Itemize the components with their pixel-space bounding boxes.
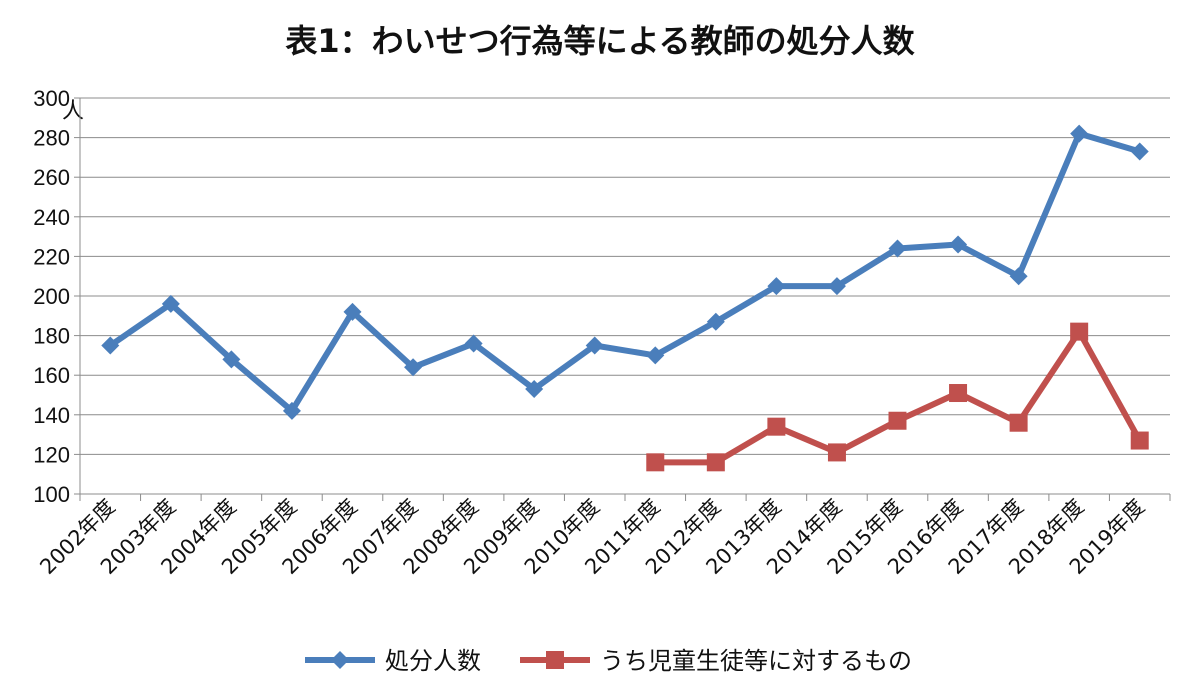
series-1-point bbox=[888, 239, 907, 258]
gridlines bbox=[80, 97, 1170, 455]
series-1-point bbox=[1070, 124, 1089, 143]
series-1-point bbox=[1130, 142, 1149, 161]
y-tick-label: 100 bbox=[33, 482, 70, 507]
y-tick-labels: 100 120 140 160 180 200 220 240 260 280 300 bbox=[33, 86, 70, 507]
legend-label-1: 処分人数 bbox=[385, 647, 481, 675]
series-1-point bbox=[282, 401, 301, 420]
y-tick-label: 140 bbox=[33, 403, 70, 428]
series-1-point bbox=[767, 277, 786, 296]
series-2-point bbox=[1009, 413, 1028, 432]
series-1-point bbox=[706, 312, 725, 331]
series-2-point bbox=[706, 453, 725, 472]
x-tick-labels: 2002年度2003年度2004年度2005年度2006年度2007年度2008… bbox=[35, 495, 1149, 579]
y-tick-label: 300 bbox=[33, 86, 70, 111]
y-tick-label: 260 bbox=[33, 165, 70, 190]
series-line-1 bbox=[108, 130, 1141, 414]
series-1-point bbox=[646, 346, 665, 365]
legend-marker-square bbox=[546, 651, 564, 669]
y-axis-unit-label: 人 bbox=[62, 98, 84, 123]
series-1-point bbox=[1009, 267, 1028, 286]
series-1-point bbox=[464, 334, 483, 353]
legend: 処分人数 うち児童生徒等に対するもの bbox=[305, 647, 912, 675]
y-tick-label: 280 bbox=[33, 126, 70, 151]
y-tick-label: 200 bbox=[33, 284, 70, 309]
series-line-2 bbox=[655, 328, 1143, 466]
series-2-point bbox=[888, 411, 907, 430]
series-1-point bbox=[827, 277, 846, 296]
series-2-point bbox=[767, 417, 786, 436]
axes bbox=[74, 97, 1171, 501]
series-2-point bbox=[646, 453, 665, 472]
series-1-point bbox=[585, 336, 604, 355]
series-1-point bbox=[222, 350, 241, 369]
y-tick-label: 220 bbox=[33, 244, 70, 269]
series-1-point bbox=[101, 336, 120, 355]
legend-marker-diamond bbox=[331, 651, 349, 669]
series-1-point bbox=[343, 302, 362, 321]
y-tick-label: 160 bbox=[33, 363, 70, 388]
y-tick-label: 120 bbox=[33, 442, 70, 467]
legend-label-2: うち児童生徒等に対するもの bbox=[600, 647, 912, 675]
series-1-point bbox=[404, 358, 423, 377]
series-1-point bbox=[525, 380, 544, 399]
series bbox=[101, 124, 1149, 472]
y-tick-label: 240 bbox=[33, 205, 70, 230]
series-1-point bbox=[949, 235, 968, 254]
series-2-point bbox=[827, 443, 846, 462]
series-2-point bbox=[1070, 322, 1089, 341]
y-tick-label: 180 bbox=[33, 324, 70, 349]
chart-title: 表1：わいせつ行為等による教師の処分人数 bbox=[285, 22, 915, 60]
series-2-point bbox=[1130, 431, 1149, 450]
series-2-point bbox=[949, 384, 968, 403]
series-1-point bbox=[161, 294, 180, 313]
